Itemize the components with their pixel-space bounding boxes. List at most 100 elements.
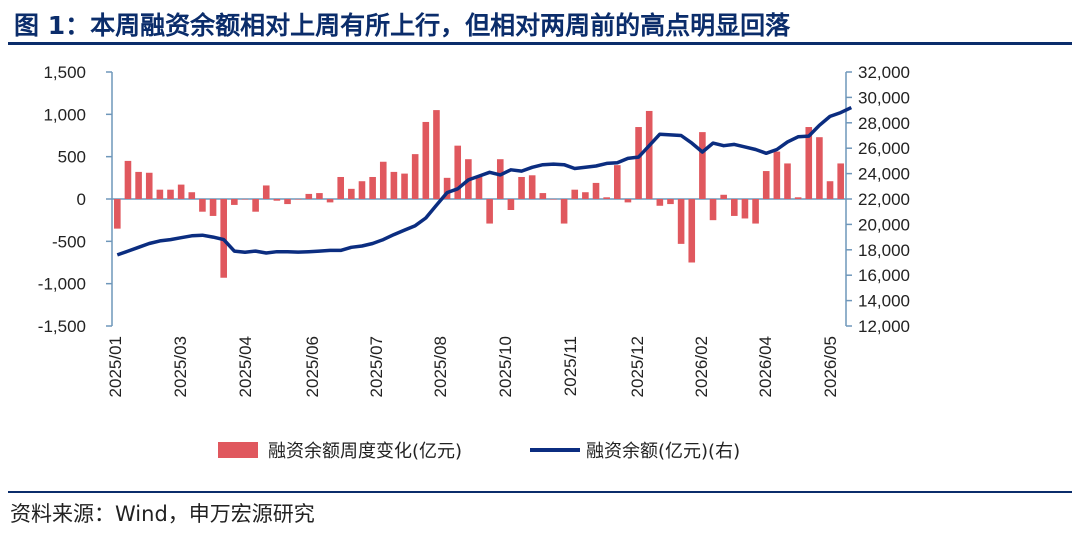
- bar: [550, 199, 557, 200]
- bar: [635, 127, 642, 199]
- right-tick-label: 22,000: [858, 190, 910, 209]
- x-tick-label: 2025/10: [496, 336, 515, 397]
- left-tick-label: 1,000: [43, 105, 86, 124]
- bar: [613, 165, 621, 199]
- bar: [507, 199, 515, 211]
- balance-line: [116, 106, 853, 257]
- bar: [496, 159, 504, 199]
- bar: [731, 199, 738, 216]
- bar: [784, 163, 791, 199]
- bar: [262, 185, 270, 199]
- left-tick-label: -1,000: [38, 275, 86, 294]
- bar: [528, 175, 536, 199]
- right-tick-label: 20,000: [858, 215, 910, 234]
- bar: [379, 161, 387, 199]
- x-tick-label: 2025/06: [303, 336, 322, 397]
- left-tick-label: 500: [58, 148, 86, 167]
- bar: [305, 193, 313, 199]
- left-axis-ticks: 1,500 1,000 500 0 -500 -1,000 -1,500: [38, 63, 112, 336]
- bar: [411, 154, 419, 199]
- bar: [231, 199, 238, 205]
- bar: [284, 199, 291, 205]
- bar: [145, 172, 153, 199]
- right-tick-label: 16,000: [858, 266, 910, 285]
- bar: [762, 171, 770, 199]
- left-tick-label: 0: [77, 190, 86, 209]
- bar: [177, 184, 185, 199]
- bar: [475, 176, 483, 199]
- right-tick-label: 24,000: [858, 165, 910, 184]
- x-tick-label: 2025/08: [431, 336, 450, 397]
- bar: [709, 199, 717, 221]
- bar: [816, 137, 823, 199]
- legend: 融资余额周度变化(亿元) 融资余额(亿元)(右): [218, 441, 740, 462]
- right-tick-label: 26,000: [858, 139, 910, 158]
- x-tick-label: 2025/03: [171, 336, 190, 397]
- bar: [337, 176, 345, 199]
- bar: [603, 197, 610, 199]
- bar: [135, 171, 142, 199]
- bar: [241, 199, 249, 200]
- right-tick-label: 14,000: [858, 292, 910, 311]
- footer-divider: [8, 491, 1072, 493]
- bar: [401, 173, 408, 199]
- bar: [805, 127, 813, 199]
- bar: [273, 199, 281, 201]
- bar: [422, 121, 430, 199]
- bar: [369, 176, 376, 199]
- x-tick-label: 2025/07: [367, 336, 386, 397]
- line-series: [116, 106, 853, 257]
- bar: [454, 145, 462, 199]
- bar: [326, 199, 334, 203]
- x-tick-label: 2026/04: [756, 336, 775, 397]
- bar: [741, 199, 749, 219]
- bar: [486, 199, 493, 224]
- bar: [699, 132, 706, 199]
- title-divider: [8, 42, 1072, 45]
- x-tick-label: 2025/04: [236, 336, 255, 397]
- bar: [773, 151, 781, 199]
- bar: [794, 197, 802, 199]
- bar: [645, 110, 653, 199]
- right-tick-label: 32,000: [858, 63, 910, 82]
- right-tick-label: 12,000: [858, 317, 910, 336]
- figure-title: 图 1：本周融资余额相对上周有所上行，但相对两周前的高点明显回落: [14, 11, 791, 40]
- source-note: 资料来源：Wind，申万宏源研究: [10, 502, 315, 526]
- legend-line-label: 融资余额(亿元)(右): [586, 441, 740, 462]
- x-tick-label: 2025/11: [561, 336, 580, 396]
- bar: [124, 160, 132, 199]
- bar: [571, 189, 579, 199]
- bar: [390, 171, 398, 199]
- bar: [114, 199, 121, 229]
- x-tick-label: 2025/01: [106, 336, 125, 397]
- left-tick-label: -1,500: [38, 317, 86, 336]
- bar: [443, 177, 451, 199]
- bar: [837, 163, 844, 199]
- legend-bar-swatch: [218, 442, 258, 458]
- x-tick-label: 2026/05: [821, 336, 840, 397]
- bar: [826, 181, 834, 199]
- bar: [752, 199, 759, 224]
- bar: [624, 199, 632, 203]
- left-tick-label: 1,500: [43, 63, 86, 82]
- combo-chart: 1,500 1,000 500 0 -500 -1,000 -1,500 32,000 30,…: [38, 63, 910, 462]
- bar: [720, 194, 727, 199]
- x-axis-ticks: 2025/01 2025/03 2025/04 2025/06 2025/07 2025/…: [106, 336, 840, 397]
- x-tick-label: 2025/12: [628, 336, 647, 397]
- bar: [358, 181, 366, 199]
- right-tick-label: 28,000: [858, 114, 910, 133]
- bar: [518, 176, 525, 199]
- bar: [348, 188, 355, 199]
- bar: [677, 199, 685, 244]
- bar: [582, 192, 589, 199]
- bar: [560, 199, 568, 224]
- bar: [592, 182, 600, 199]
- bar: [294, 199, 302, 200]
- right-axis-ticks: 32,000 30,000 28,000 26,000 24,000 22,000 20,0…: [846, 63, 910, 336]
- bar: [539, 193, 547, 199]
- bar-series: [114, 110, 844, 278]
- legend-bar-label: 融资余额周度变化(亿元): [268, 441, 462, 462]
- left-tick-label: -500: [52, 232, 86, 251]
- bar: [209, 199, 217, 216]
- bar: [433, 110, 440, 199]
